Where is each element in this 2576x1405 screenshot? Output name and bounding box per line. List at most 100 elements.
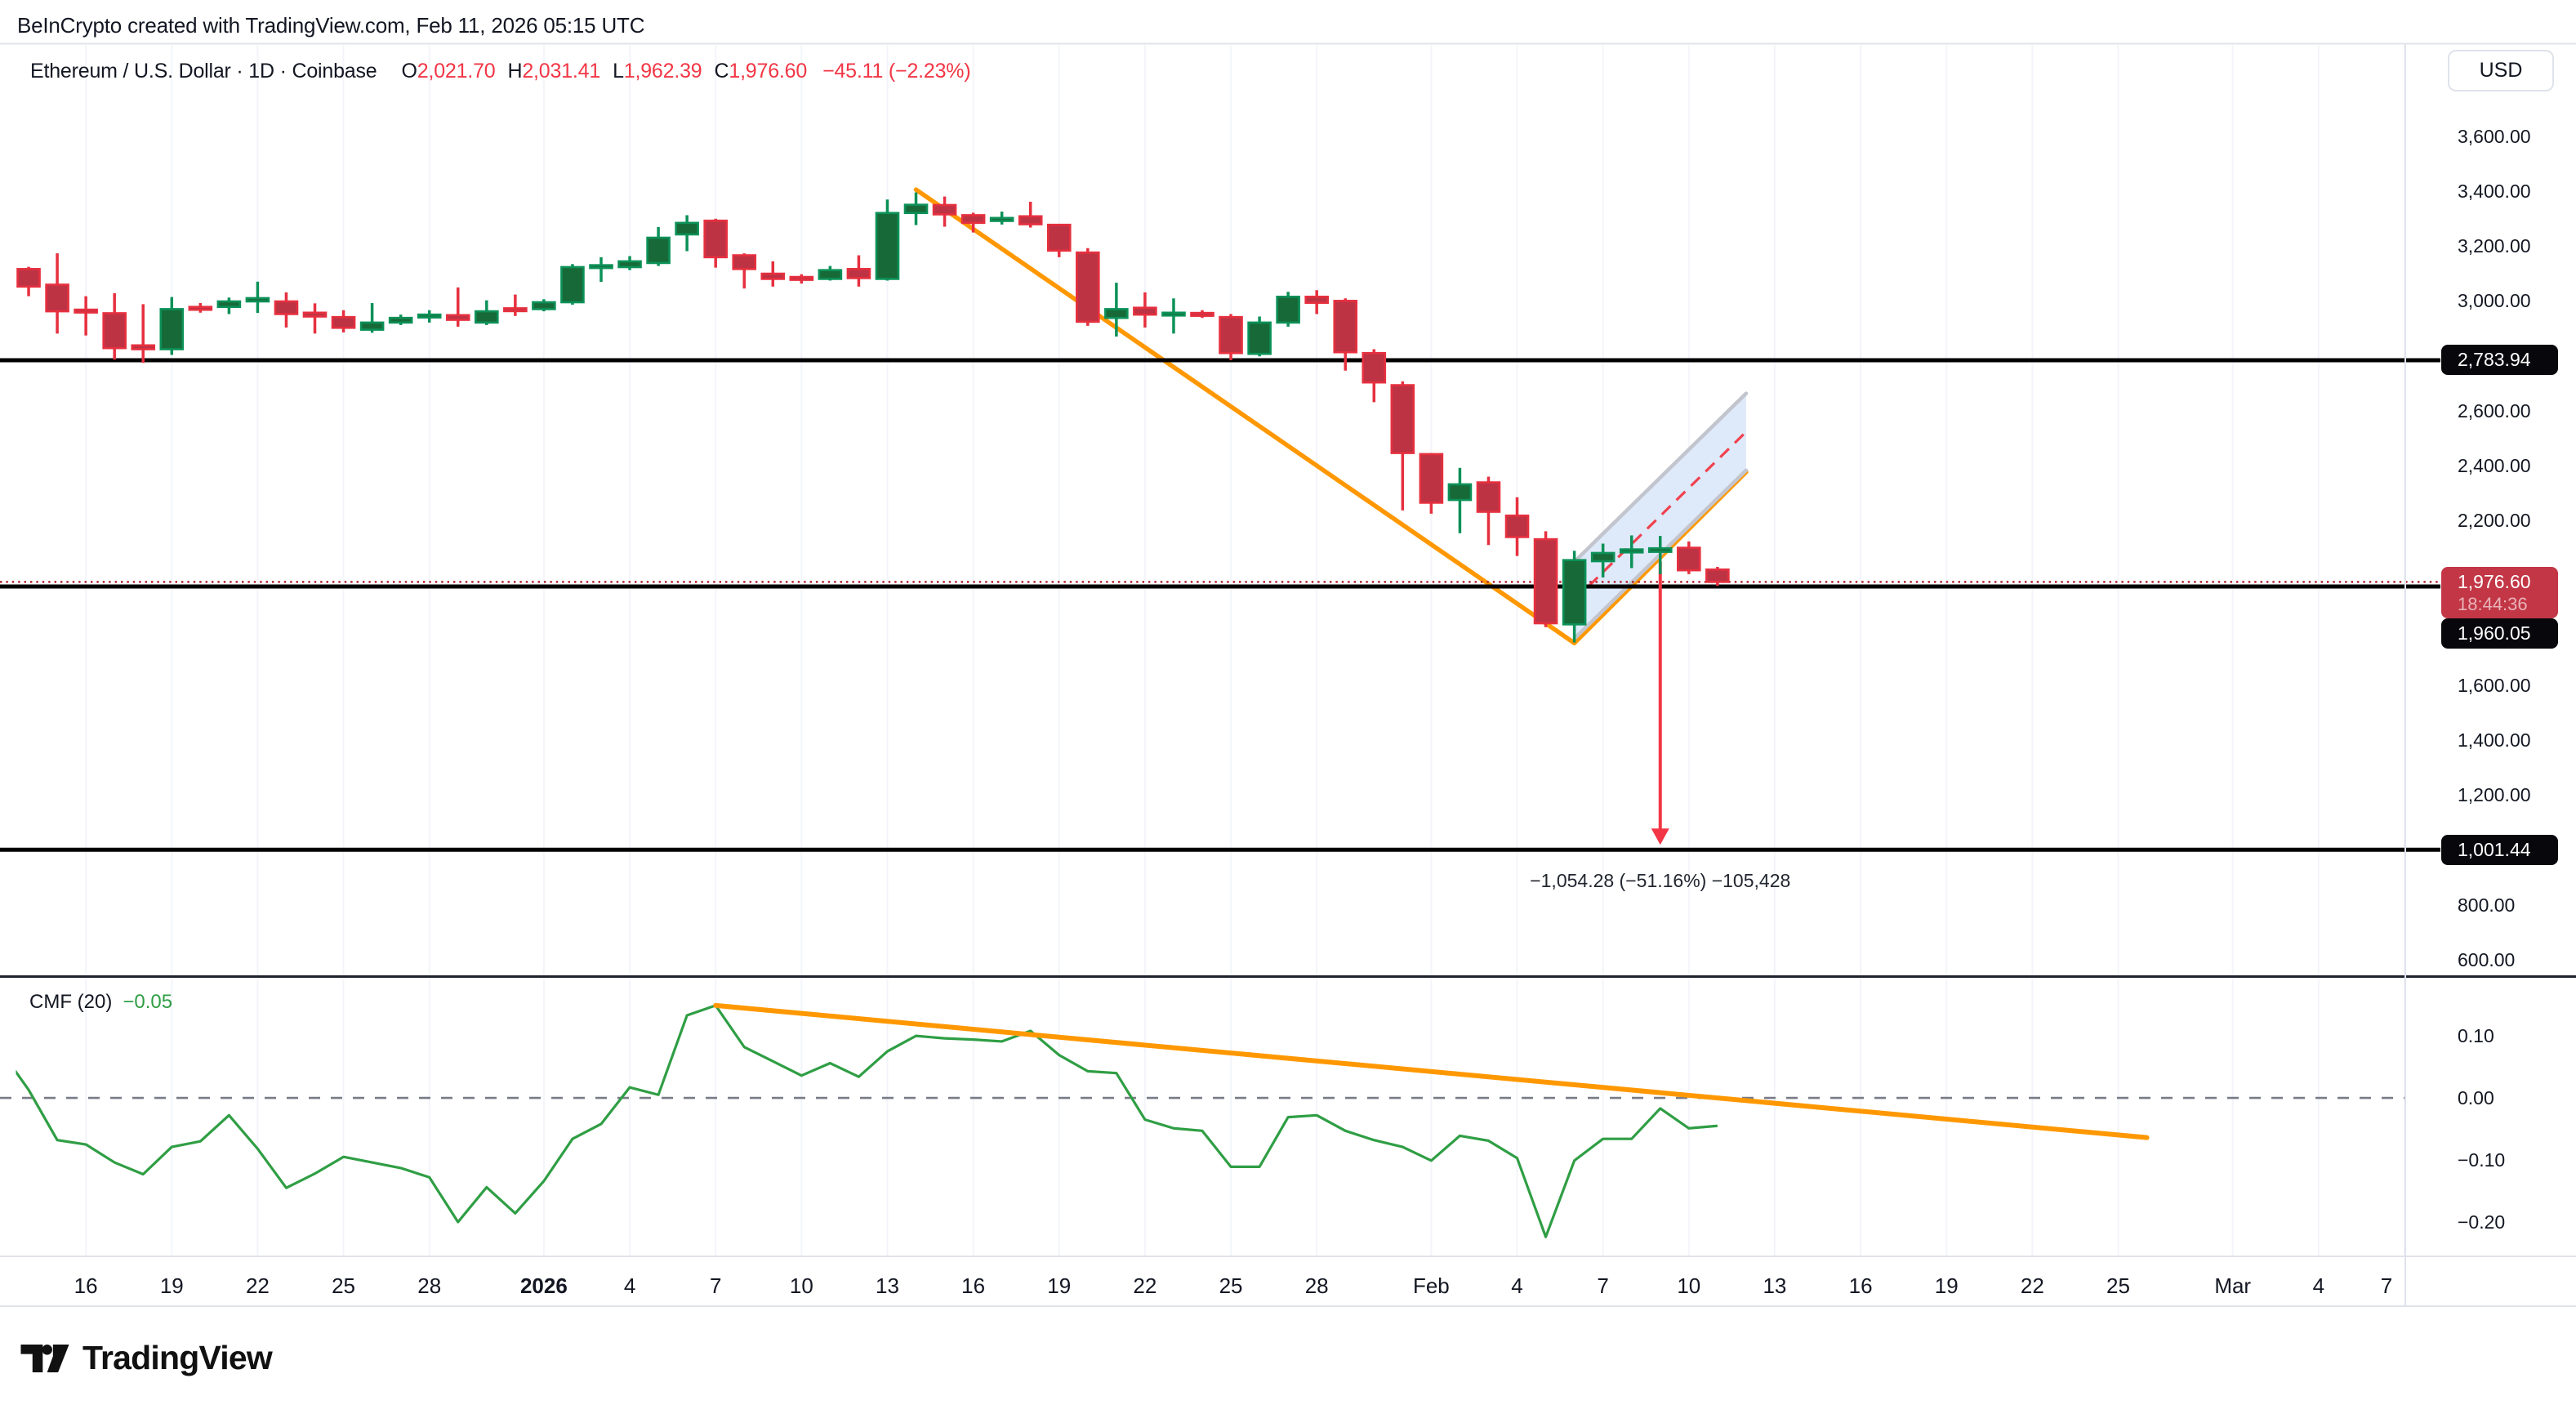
ohlc-high: H2,031.41: [507, 60, 600, 83]
candle-2026-01-28: [1304, 290, 1329, 314]
candle-2026-01-27: [1276, 292, 1300, 327]
candle-2026-01-29: [1333, 298, 1358, 371]
low-label: L: [613, 60, 624, 83]
time-tick-2026-02-07: 7: [1597, 1273, 1609, 1298]
time-tick-2026-02-16: 16: [1848, 1273, 1873, 1298]
cmf-indicator-legend[interactable]: CMF (20) −0.05: [29, 991, 172, 1014]
price-tick-3400: 3,400.00: [2458, 180, 2531, 202]
open-label: O: [401, 60, 417, 83]
time-tick-2026-02-01: Feb: [1412, 1273, 1450, 1298]
change-value: −45.11 (−2.23%): [822, 60, 971, 83]
time-tick-2026-01-25: 25: [1219, 1273, 1243, 1298]
price-tick-3200: 3,200.00: [2458, 235, 2531, 257]
level-badge-support-2-value: 1,001.44: [2458, 838, 2531, 860]
last-price-badge: 1,976.60 18:44:36: [2441, 567, 2558, 619]
candle-2026-01-23: [1161, 298, 1186, 334]
ohlc-low: L1,962.39: [613, 60, 702, 83]
time-tick-2026-01-28: 28: [1304, 1273, 1329, 1298]
candle-2026-02-01: [1419, 453, 1444, 514]
time-tick-2025-12-28: 28: [417, 1273, 442, 1298]
level-badge-support-1: 1,960.05: [2441, 618, 2558, 649]
cmf-title[interactable]: CMF (20): [29, 991, 113, 1013]
level-badge-support-2: 1,001.44: [2441, 834, 2558, 865]
last-price-value: 1,976.60: [2458, 570, 2531, 592]
candle-2026-01-08: [732, 253, 757, 289]
candle-2025-12-22: [245, 281, 270, 314]
time-tick-2026-03-04: 4: [2312, 1273, 2325, 1298]
time-tick-2026-02-10: 10: [1677, 1273, 1701, 1298]
candle-2026-01-24: [1190, 310, 1214, 319]
bar-countdown: 18:44:36: [2458, 593, 2528, 614]
time-tick-2025-12-25: 25: [332, 1273, 356, 1298]
cmf-tick--0.1: −0.10: [2458, 1149, 2506, 1171]
cmf-tick-0: 0.00: [2458, 1087, 2494, 1109]
time-tick-2026-03-07: 7: [2380, 1273, 2393, 1298]
price-tick-3600: 3,600.00: [2458, 125, 2531, 147]
cmf-tick--0.2: −0.20: [2458, 1211, 2506, 1233]
channel-fill: [1574, 393, 1746, 639]
currency-usd-button[interactable]: USD: [2448, 50, 2554, 91]
price-tick-3000: 3,000.00: [2458, 290, 2531, 312]
tradingview-logo-text: TradingView: [82, 1339, 273, 1376]
candle-2026-02-11: [1705, 566, 1730, 587]
candle-2026-01-26: [1247, 316, 1272, 357]
candle-2025-12-20: [188, 303, 213, 313]
time-tick-2026-01-01: 2026: [519, 1273, 568, 1298]
time-tick-2026-02-13: 13: [1763, 1273, 1787, 1298]
candle-2026-01-13: [875, 199, 900, 281]
candle-2026-02-02: [1447, 467, 1473, 533]
level-badge-resistance: 2,783.94: [2441, 345, 2558, 376]
ohlc-open: O2,021.70: [402, 60, 496, 83]
candle-2025-12-24: [302, 303, 328, 334]
time-tick-2026-01-19: 19: [1047, 1273, 1072, 1298]
time-tick-2026-01-13: 13: [876, 1273, 899, 1298]
candle-2025-12-15: [45, 253, 69, 334]
candle-2026-01-01: [532, 299, 556, 312]
time-tick-2026-02-19: 19: [1934, 1273, 1959, 1298]
level-badge-support-1-value: 1,960.05: [2458, 622, 2531, 645]
candle-2026-01-05: [646, 226, 671, 266]
symbol-legend[interactable]: Ethereum / U.S. Dollar · 1D · Coinbase O…: [30, 60, 971, 83]
price-tick-600: 600.00: [2458, 949, 2516, 971]
candle-2026-01-07: [703, 218, 728, 268]
candle-2025-12-29: [445, 287, 470, 327]
time-tick-2026-02-04: 4: [1511, 1273, 1523, 1298]
candle-2026-01-19: [1046, 223, 1072, 257]
time-tick-2026-01-22: 22: [1133, 1273, 1157, 1298]
candle-2025-12-16: [74, 296, 98, 336]
time-tick-2025-12-22: 22: [245, 1273, 270, 1298]
candle-2025-12-28: [417, 310, 442, 323]
measure-arrow-head: [1651, 828, 1669, 845]
cmf-trendline: [713, 1002, 2150, 1140]
candle-2025-12-23: [274, 292, 299, 328]
candle-2026-01-12: [846, 255, 871, 287]
cmf-value: −0.05: [123, 991, 173, 1013]
candle-2026-01-10: [789, 274, 814, 284]
time-tick-2026-02-22: 22: [2020, 1273, 2044, 1298]
candle-2025-12-25: [331, 310, 356, 332]
price-tick-1200: 1,200.00: [2458, 784, 2531, 806]
candle-2026-02-10: [1677, 541, 1701, 574]
candle-2025-12-19: [159, 297, 185, 355]
candle-2025-12-14: [16, 266, 41, 297]
tradingview-watermark[interactable]: TradingView: [20, 1339, 273, 1377]
time-tick-2026-01-04: 4: [623, 1273, 636, 1298]
trendline-descending: [913, 187, 1577, 645]
candle-2026-01-20: [1076, 248, 1100, 326]
candle-2025-12-30: [475, 300, 499, 325]
close-value: 1,976.60: [729, 60, 808, 83]
tradingview-logo-icon: [20, 1344, 69, 1372]
candle-2025-12-27: [388, 314, 413, 325]
ohlc-close: C1,976.60: [715, 60, 808, 83]
time-tick-2026-01-16: 16: [961, 1273, 986, 1298]
time-tick-2025-12-16: 16: [74, 1273, 98, 1298]
level-badge-resistance-value: 2,783.94: [2458, 349, 2531, 371]
candle-2026-02-06: [1562, 551, 1587, 643]
candle-2026-01-25: [1219, 314, 1243, 360]
candle-2026-01-06: [675, 215, 699, 252]
candle-2026-01-21: [1104, 283, 1129, 337]
candle-2026-01-11: [818, 265, 843, 281]
symbol-title[interactable]: Ethereum / U.S. Dollar · 1D · Coinbase: [30, 60, 377, 83]
